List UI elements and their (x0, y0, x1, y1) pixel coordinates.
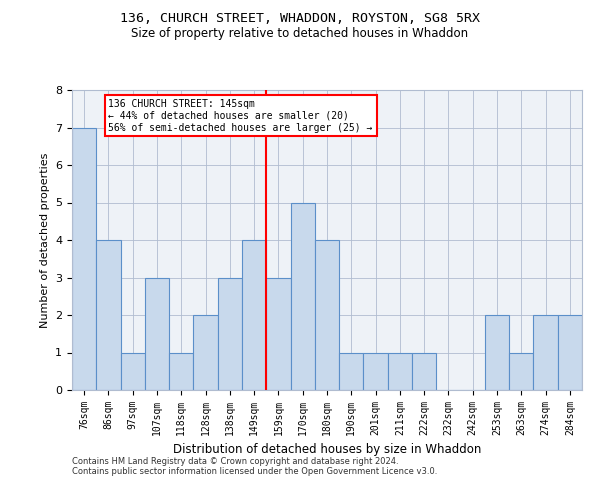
Text: Size of property relative to detached houses in Whaddon: Size of property relative to detached ho… (131, 28, 469, 40)
Bar (290, 202, 315, 390)
Bar (485, 315, 509, 390)
Bar (412, 352, 436, 390)
Bar (509, 352, 533, 390)
Bar (96, 240, 121, 390)
Bar (169, 352, 193, 390)
Bar (364, 352, 388, 390)
Bar (193, 315, 218, 390)
Y-axis label: Number of detached properties: Number of detached properties (40, 152, 50, 328)
Bar (315, 240, 339, 390)
Bar (558, 315, 582, 390)
Bar (242, 240, 266, 390)
Bar (218, 278, 242, 390)
Bar (388, 352, 412, 390)
Bar (145, 278, 169, 390)
Bar (72, 128, 96, 390)
Bar (339, 352, 364, 390)
Bar (266, 278, 290, 390)
Bar (121, 352, 145, 390)
Text: 136 CHURCH STREET: 145sqm
← 44% of detached houses are smaller (20)
56% of semi-: 136 CHURCH STREET: 145sqm ← 44% of detac… (109, 100, 373, 132)
Text: Contains HM Land Registry data © Crown copyright and database right 2024.: Contains HM Land Registry data © Crown c… (72, 458, 398, 466)
Bar (533, 315, 558, 390)
Text: 136, CHURCH STREET, WHADDON, ROYSTON, SG8 5RX: 136, CHURCH STREET, WHADDON, ROYSTON, SG… (120, 12, 480, 26)
Text: Contains public sector information licensed under the Open Government Licence v3: Contains public sector information licen… (72, 468, 437, 476)
X-axis label: Distribution of detached houses by size in Whaddon: Distribution of detached houses by size … (173, 444, 481, 456)
